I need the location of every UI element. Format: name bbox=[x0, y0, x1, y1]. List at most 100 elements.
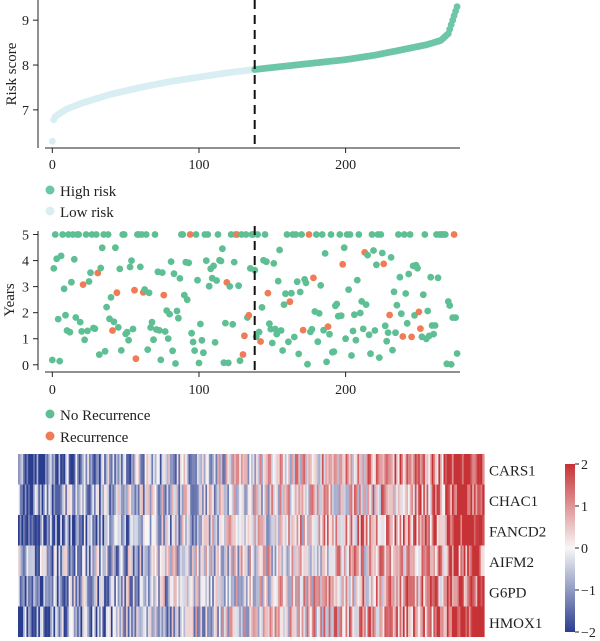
heatmap-cell bbox=[308, 606, 311, 637]
no-recurrence-point bbox=[210, 262, 218, 270]
heatmap-cell bbox=[306, 484, 310, 515]
heatmap-cell bbox=[66, 484, 70, 515]
heatmap-cell bbox=[195, 484, 198, 515]
heatmap-cell bbox=[242, 545, 245, 576]
no-recurrence-point bbox=[318, 231, 326, 238]
heatmap-cell bbox=[90, 606, 93, 637]
heatmap-cell bbox=[180, 606, 183, 637]
heatmap-cell bbox=[229, 606, 232, 637]
heatmap-cell bbox=[367, 515, 370, 546]
heatmap-cell bbox=[364, 545, 367, 576]
heatmap-cell bbox=[237, 606, 240, 637]
no-recurrence-point bbox=[114, 324, 122, 331]
heatmap-cell bbox=[117, 484, 120, 515]
heatmap-cell bbox=[367, 484, 370, 515]
heatmap-cell bbox=[149, 515, 152, 546]
heatmap-cell bbox=[443, 515, 446, 546]
heatmap-cell bbox=[97, 576, 100, 607]
heatmap-cell bbox=[196, 484, 200, 515]
heatmap-cell bbox=[53, 545, 56, 576]
heatmap-cell bbox=[337, 484, 340, 515]
heatmap-cell bbox=[418, 606, 421, 637]
heatmap-cell bbox=[220, 545, 223, 576]
heatmap-cell bbox=[115, 515, 119, 546]
heatmap-cell bbox=[55, 545, 58, 576]
heatmap-cell bbox=[190, 484, 193, 515]
heatmap-cell bbox=[472, 606, 475, 637]
no-recurrence-point bbox=[103, 303, 110, 311]
heatmap-cell bbox=[207, 484, 210, 515]
survival-points bbox=[48, 231, 461, 368]
heatmap-cell bbox=[424, 545, 428, 576]
heatmap-cell bbox=[55, 515, 58, 546]
risk-legend: High risk Low risk bbox=[45, 184, 117, 221]
heatmap-cell bbox=[48, 454, 51, 485]
heatmap-cell bbox=[229, 454, 232, 485]
heatmap-cell bbox=[92, 454, 95, 485]
heatmap-cell bbox=[196, 606, 200, 637]
heatmap-cell bbox=[298, 484, 301, 515]
years-y-tick-label: 1 bbox=[22, 333, 29, 348]
heatmap-cell bbox=[281, 576, 284, 607]
heatmap-cell bbox=[453, 454, 456, 485]
heatmap-cell bbox=[392, 606, 396, 637]
heatmap-cell bbox=[19, 454, 22, 485]
no-recurrence-point bbox=[283, 231, 291, 238]
heatmap-cell bbox=[433, 576, 436, 607]
risk-y-tick-label: 9 bbox=[22, 14, 29, 29]
heatmap-cell bbox=[294, 545, 298, 576]
heatmap-cell bbox=[36, 606, 39, 637]
heatmap-cell bbox=[321, 484, 325, 515]
heatmap-cell bbox=[408, 454, 411, 485]
heatmap-cell bbox=[48, 545, 51, 576]
no-recurrence-point bbox=[392, 329, 399, 337]
heatmap-cell bbox=[247, 606, 250, 637]
heatmap-cell bbox=[119, 484, 122, 515]
heatmap-cell bbox=[416, 484, 419, 515]
heatmap-cell bbox=[154, 484, 158, 515]
heatmap-row-label: AIFM2 bbox=[489, 555, 534, 571]
heatmap-cell bbox=[364, 454, 367, 485]
heatmap-cell bbox=[441, 484, 445, 515]
heatmap-cell bbox=[137, 515, 141, 546]
heatmap-cell bbox=[33, 454, 36, 485]
heatmap-cell bbox=[178, 515, 181, 546]
heatmap-cell bbox=[151, 454, 154, 485]
heatmap-cell bbox=[163, 484, 166, 515]
heatmap-cell bbox=[237, 545, 240, 576]
heatmap-cell bbox=[392, 484, 396, 515]
heatmap-cell bbox=[105, 606, 109, 637]
recurrence-point bbox=[408, 333, 415, 341]
heatmap-cell bbox=[355, 576, 358, 607]
heatmap-cell bbox=[438, 576, 441, 607]
recurrence-point bbox=[415, 308, 423, 316]
heatmap-cell bbox=[267, 454, 271, 485]
heatmap-cell bbox=[134, 545, 137, 576]
heatmap-cell bbox=[82, 454, 85, 485]
no-recurrence-point bbox=[164, 335, 172, 342]
heatmap-cell bbox=[281, 515, 284, 546]
no-recurrence-point bbox=[120, 231, 128, 238]
heatmap-cell bbox=[333, 545, 337, 576]
heatmap-cell bbox=[340, 515, 343, 546]
heatmap-cell bbox=[99, 484, 102, 515]
heatmap-cell bbox=[53, 484, 56, 515]
heatmap-cell bbox=[93, 606, 97, 637]
heatmap-cell bbox=[435, 515, 438, 546]
colorbar bbox=[565, 464, 575, 632]
heatmap-cell bbox=[456, 515, 460, 546]
heatmap-cell bbox=[451, 545, 455, 576]
heatmap-cell bbox=[396, 515, 399, 546]
no-recurrence-point bbox=[296, 288, 304, 296]
heatmap-cell bbox=[408, 545, 411, 576]
heatmap-cell bbox=[218, 545, 222, 576]
no-recurrence-point bbox=[147, 324, 155, 331]
heatmap-cell bbox=[55, 454, 58, 485]
legend-low-risk-marker bbox=[45, 206, 55, 216]
heatmap-cell bbox=[325, 515, 328, 546]
heatmap-cell bbox=[31, 545, 34, 576]
heatmap-cell bbox=[235, 545, 239, 576]
heatmap-cell bbox=[379, 545, 382, 576]
no-recurrence-point bbox=[62, 311, 69, 319]
